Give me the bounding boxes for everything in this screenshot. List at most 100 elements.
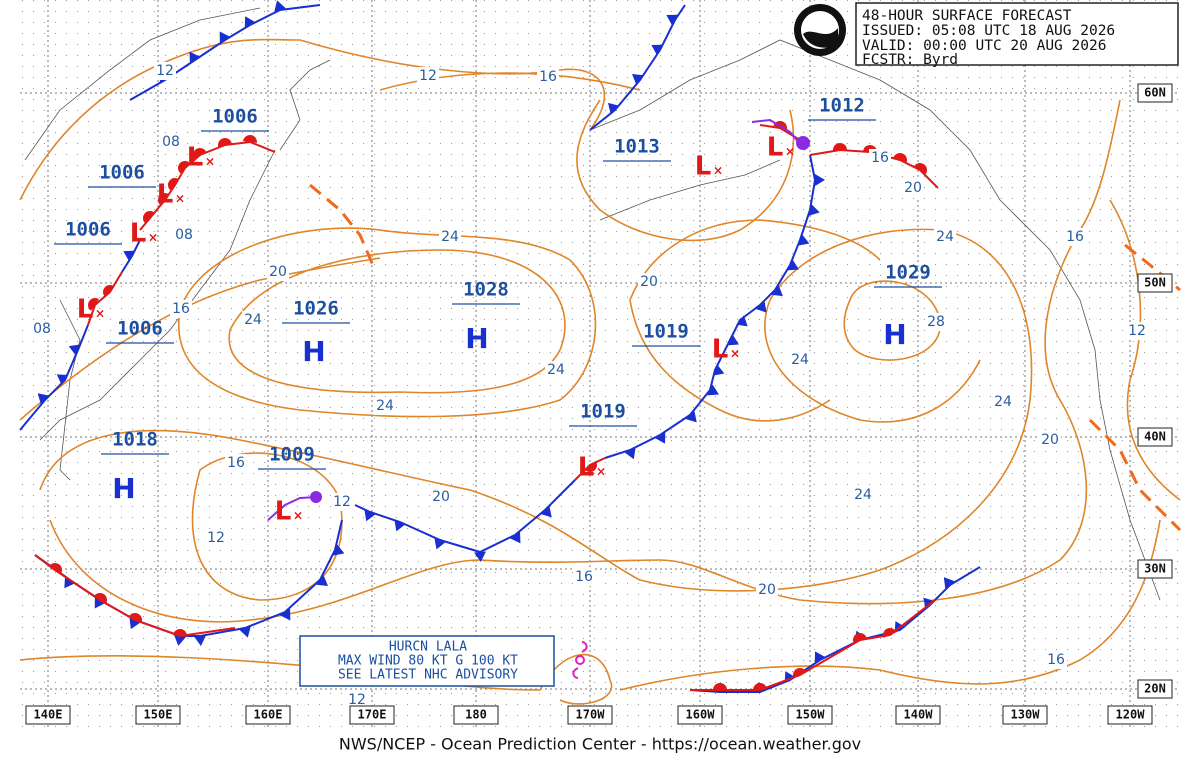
- longitude-box: [453, 705, 499, 725]
- isobar-label: 12: [348, 692, 366, 708]
- isobar-label-bg: [170, 300, 192, 318]
- isobar-label-bg: [869, 149, 891, 167]
- low-x: ×: [95, 307, 105, 321]
- header-box: [855, 2, 1179, 66]
- isobar-label-bg: [374, 397, 396, 415]
- header-line: 48-HOUR SURFACE FORECAST: [862, 8, 1072, 24]
- high-symbol: H: [883, 318, 906, 351]
- header-line: FCSTR: Byrd: [862, 52, 958, 68]
- longitude-box: [1107, 705, 1153, 725]
- isobar-label: 20: [1041, 432, 1059, 448]
- longitude-label: 160W: [686, 708, 716, 722]
- isobar-label: 16: [539, 69, 557, 85]
- low-symbol: L: [130, 219, 147, 249]
- isobar-label: 24: [994, 394, 1012, 410]
- low-symbol: L: [275, 497, 292, 527]
- low-x: ×: [785, 145, 795, 159]
- isobar-label-bg: [852, 486, 874, 504]
- pressure-value: 1006: [99, 162, 145, 184]
- isobar-label-bg: [430, 488, 452, 506]
- header-line: VALID: 00:00 UTC 20 AUG 2026: [862, 38, 1106, 54]
- noaa-logo: [794, 4, 846, 56]
- longitude-box: [895, 705, 941, 725]
- pressure-value: 1009: [269, 444, 315, 466]
- footer: NWS/NCEP - Ocean Prediction Center - htt…: [339, 735, 861, 754]
- low-x: ×: [205, 155, 215, 169]
- low-symbol: L: [77, 295, 94, 325]
- isobar-label-bg: [1064, 228, 1086, 246]
- isobar-label: 12: [333, 494, 351, 510]
- low-symbol: L: [157, 180, 174, 210]
- isobar-label-bg: [225, 454, 247, 472]
- isobar-label: 28: [927, 314, 945, 330]
- high-symbol: H: [112, 472, 135, 505]
- isobar-label-bg: [537, 68, 559, 86]
- isobar-label: 20: [269, 264, 287, 280]
- latitude-box: [1137, 427, 1173, 447]
- header-line: ISSUED: 05:08 UTC 18 AUG 2026: [862, 23, 1115, 39]
- isobar-label-bg: [267, 263, 289, 281]
- isobar-label-bg: [154, 62, 176, 80]
- isobar-label: 12: [156, 63, 174, 79]
- low-x: ×: [713, 164, 723, 178]
- isobar-label-bg: [1039, 431, 1061, 449]
- isobar-label: 24: [547, 362, 565, 378]
- pressure-value: 1013: [614, 136, 660, 158]
- pressure-value: 1006: [117, 318, 163, 340]
- longitude-label: 180: [465, 708, 487, 722]
- isobar-label-bg: [638, 273, 660, 291]
- latitude-box: [1137, 273, 1173, 293]
- isobar-label: 16: [1047, 652, 1065, 668]
- isobar-label: 24: [854, 487, 872, 503]
- isobar-label-bg: [545, 361, 567, 379]
- low-x: ×: [730, 347, 740, 361]
- isobar-label: 16: [575, 569, 593, 585]
- header: 48-HOUR SURFACE FORECAST ISSUED: 05:08 U…: [855, 2, 1179, 68]
- latitude-box: [1137, 679, 1173, 699]
- hurricane-advisory: HURCN LALA MAX WIND 80 KT G 100 KT SEE L…: [299, 635, 555, 687]
- longitude-label: 170W: [576, 708, 606, 722]
- graticule: [20, 0, 1180, 730]
- longitude-box: [245, 705, 291, 725]
- low-symbol: L: [767, 133, 784, 163]
- advisory-box: [299, 635, 555, 687]
- isobar-label: 24: [376, 398, 394, 414]
- longitude-box: [135, 705, 181, 725]
- isobar-label: 12: [207, 530, 225, 546]
- longitude-label: 130W: [1011, 708, 1041, 722]
- isobar-label: 16: [227, 455, 245, 471]
- pressure-value: 1026: [293, 298, 339, 320]
- low-symbol: L: [187, 143, 204, 173]
- longitude-box: [25, 705, 71, 725]
- pressure-value: 1019: [643, 321, 689, 343]
- low-symbol: L: [578, 453, 595, 483]
- isobar-label: 08: [162, 134, 180, 150]
- isobar-label: 08: [175, 227, 193, 243]
- advisory-line: HURCN LALA: [389, 640, 467, 655]
- latitude-label: 20N: [1144, 682, 1166, 696]
- longitude-label: 140E: [34, 708, 63, 722]
- isobar-label: 20: [640, 274, 658, 290]
- isobar-label: 20: [904, 180, 922, 196]
- isobar-label-bg: [789, 351, 811, 369]
- isobar-label: 24: [244, 312, 262, 328]
- isobar-label-bg: [902, 179, 924, 197]
- latitude-box: [1137, 559, 1173, 579]
- isobar-label-bg: [1045, 651, 1067, 669]
- hurricane-symbol: [572, 641, 588, 679]
- pressure-value: 1019: [580, 401, 626, 423]
- isobar-label-bg: [934, 228, 956, 246]
- low-x: ×: [148, 231, 158, 245]
- isobar-label: 16: [172, 301, 190, 317]
- longitude-label: 160E: [254, 708, 283, 722]
- isobar-label-bg: [417, 67, 439, 85]
- high-symbol: H: [302, 335, 325, 368]
- pressure-value: 1029: [885, 262, 931, 284]
- isobar-label-bg: [573, 568, 595, 586]
- isobar-label: 24: [936, 229, 954, 245]
- isobar-label-bg: [242, 311, 264, 329]
- longitude-box: [567, 705, 613, 725]
- isobar-label-bg: [205, 529, 227, 547]
- isobar-label-bg: [1126, 322, 1148, 340]
- low-x: ×: [175, 192, 185, 206]
